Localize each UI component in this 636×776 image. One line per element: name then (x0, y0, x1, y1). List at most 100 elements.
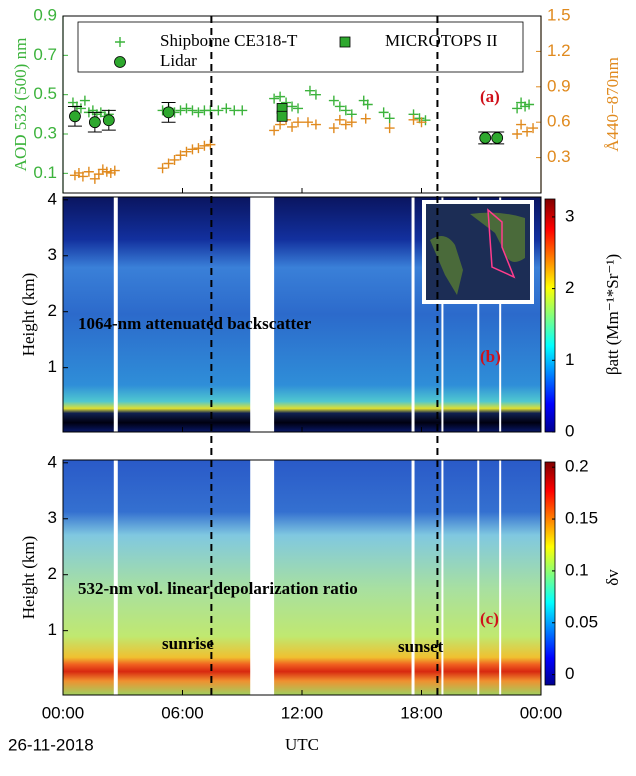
ship-track (487, 208, 516, 279)
heatmap-image (63, 460, 541, 695)
y2-axis-label: Å440−870nm (603, 57, 622, 152)
panel-label: (a) (480, 87, 500, 106)
plus-marker (340, 119, 351, 130)
plots: Shipborne CE318-T MICROTOPS II Lidar 0.1 0.3… (8, 5, 622, 754)
plus-marker (522, 126, 533, 137)
plus-marker (109, 165, 120, 176)
y2-tick-label: 1.2 (547, 41, 571, 60)
legend-marker (339, 36, 351, 48)
plus-marker (175, 105, 186, 116)
plus-marker (187, 144, 198, 155)
y-axis-label: Height (km) (19, 273, 38, 357)
legend (77, 21, 524, 73)
data-gap (113, 197, 118, 432)
x-axis-label: UTC (285, 735, 319, 754)
plus-marker (328, 123, 339, 134)
x-tick-label: 06:00 (161, 703, 204, 722)
plus-marker (362, 99, 373, 110)
plus-marker (378, 107, 389, 118)
circle-marker (88, 116, 101, 129)
colorbar-tick-label: 0 (565, 421, 574, 440)
plus-marker (293, 103, 304, 114)
square-marker (276, 110, 288, 122)
circle-marker (102, 114, 115, 127)
panel-label: (b) (480, 347, 501, 366)
plot-frame (62, 196, 542, 433)
colorbar-tick-label: 1 (565, 350, 574, 369)
circle-marker (162, 106, 175, 119)
legend-label: MICROTOPS II (385, 31, 498, 50)
plus-marker (83, 166, 94, 177)
plus-marker (199, 140, 210, 151)
y-tick-label: 0.1 (33, 163, 57, 182)
colorbar-label: βatt (Mm⁻¹*Sr⁻¹) (603, 254, 622, 375)
plus-marker (310, 89, 321, 100)
plus-marker (293, 117, 304, 128)
panel-label: (c) (480, 609, 499, 628)
sunset-label: sunset (398, 637, 444, 656)
y-tick-label: 1 (48, 620, 57, 639)
annotation: 1064-nm attenuated backscatter (78, 314, 312, 333)
colorbar-tick-label: 0.15 (565, 509, 598, 528)
plot-frame (62, 459, 542, 696)
x-tick-label: 18:00 (400, 703, 443, 722)
plus-marker (175, 150, 186, 161)
circle-marker (491, 132, 504, 144)
plus-marker (237, 105, 248, 116)
x-tick-label: 12:00 (281, 703, 324, 722)
colorbar-tick-label: 0.1 (565, 560, 589, 579)
y2-tick-label: 1.5 (547, 5, 571, 24)
plus-marker (213, 105, 224, 116)
y-tick-label: 3 (48, 508, 57, 527)
plus-marker (181, 146, 192, 157)
plus-marker (340, 105, 351, 116)
plus-marker (528, 123, 539, 134)
plus-marker (193, 143, 204, 154)
plus-marker (193, 107, 204, 118)
plus-marker (328, 95, 339, 106)
plus-marker (269, 125, 280, 136)
plus-marker (181, 103, 192, 114)
plus-marker (187, 105, 198, 116)
date-label: 26-11-2018 (8, 735, 94, 754)
data-gap (250, 197, 275, 432)
plus-marker (384, 113, 395, 124)
plus-marker (304, 85, 315, 96)
plus-marker (516, 119, 527, 130)
plus-marker (269, 93, 280, 104)
plus-marker (275, 91, 286, 102)
legend-marker (115, 37, 125, 47)
y2-tick-label: 0.6 (547, 112, 571, 131)
y-tick-label: 4 (48, 452, 57, 471)
plus-marker (334, 114, 345, 125)
plus-marker (169, 154, 180, 165)
y2-tick-label: 0.3 (547, 147, 571, 166)
y-axis-label: AOD 532 (500) nm (11, 38, 30, 172)
y-tick-label: 0.7 (33, 45, 57, 64)
plus-marker (310, 119, 321, 130)
plus-marker (334, 101, 345, 112)
legend-label: Lidar (160, 51, 197, 70)
plus-marker (416, 117, 427, 128)
data-gap (499, 197, 502, 432)
data-gap (250, 460, 275, 695)
plus-marker (157, 163, 168, 174)
plus-marker (79, 95, 90, 106)
y-tick-label: 2 (48, 564, 57, 583)
data-gap (441, 197, 444, 432)
plus-marker (287, 101, 298, 112)
y2-tick-label: 0.9 (547, 76, 571, 95)
plus-marker (360, 113, 371, 124)
colorbar (544, 198, 556, 433)
plus-marker (384, 123, 395, 134)
data-gap (441, 460, 444, 695)
circle-marker (479, 132, 492, 144)
data-gap (477, 197, 480, 432)
annotation: 532-nm vol. linear depolarization ratio (78, 579, 358, 598)
data-gap (113, 460, 118, 695)
colorbar (544, 461, 556, 686)
colorbar-tick-label: 2 (565, 278, 574, 297)
circle-marker (69, 110, 81, 123)
data-gap (477, 460, 480, 695)
